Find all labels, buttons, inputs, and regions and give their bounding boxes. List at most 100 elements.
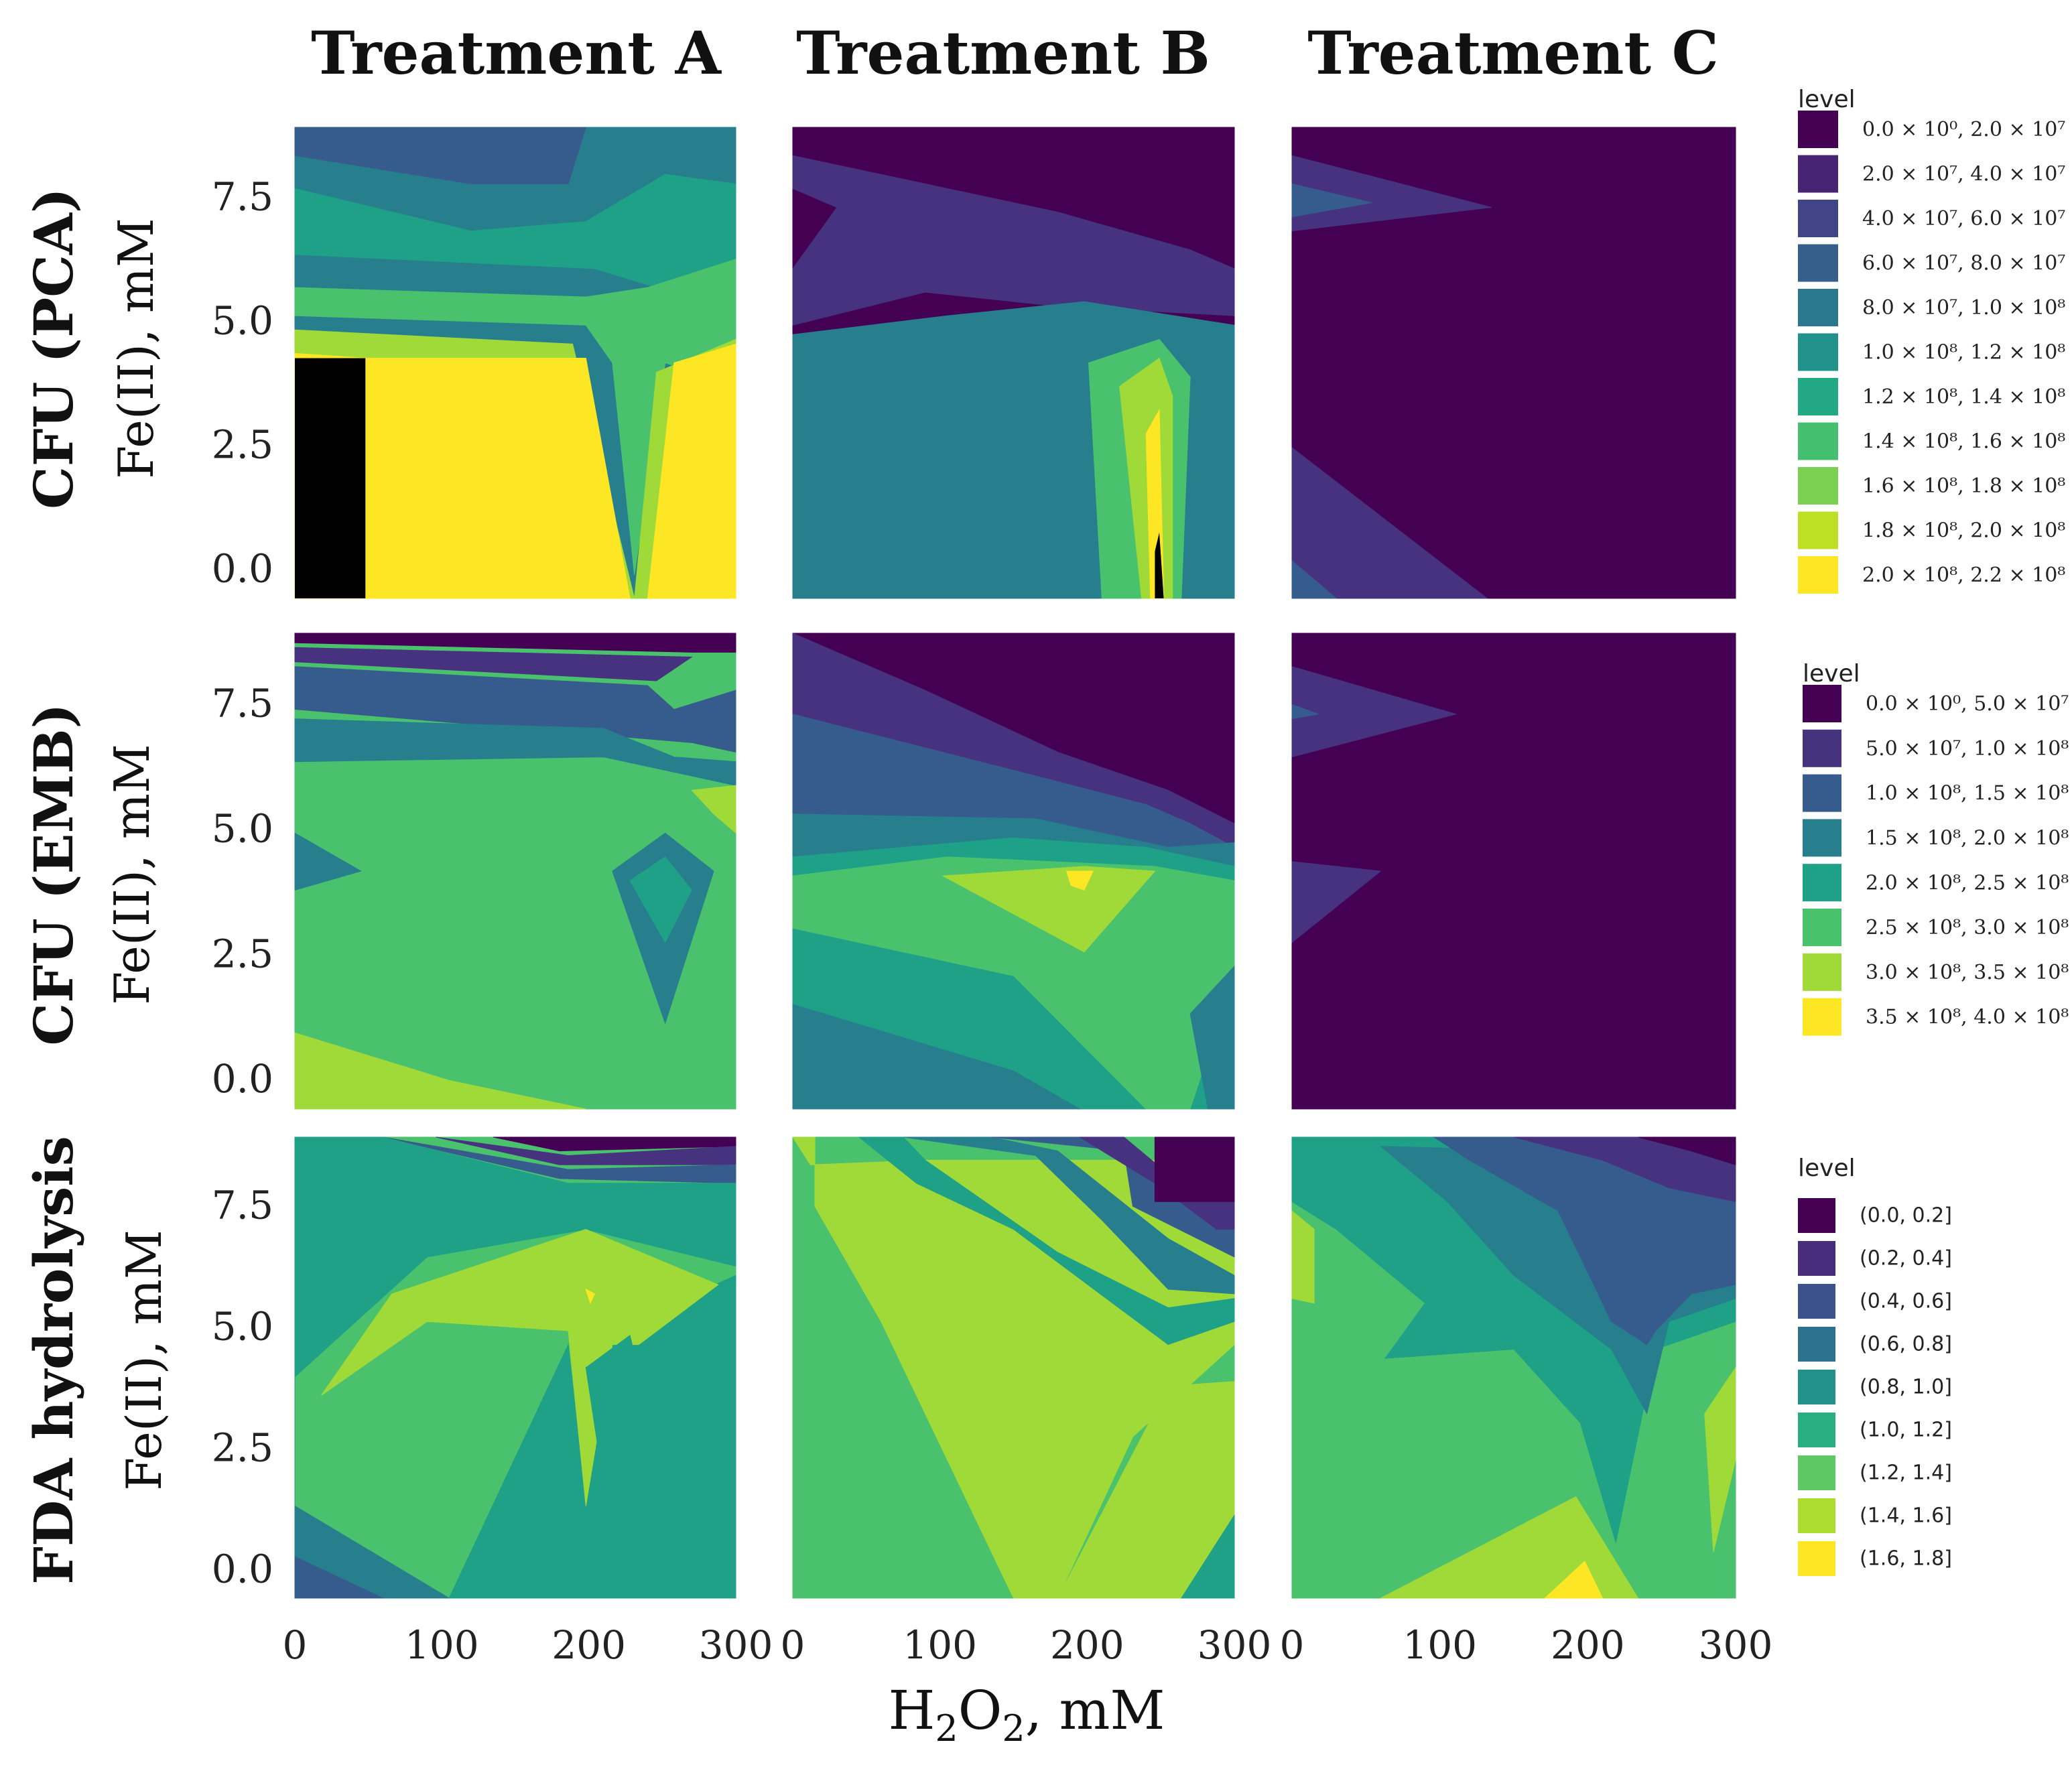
row-title-emb: CFU (EMB) bbox=[22, 704, 85, 1046]
x-axis-label: H2O2, mM bbox=[889, 1679, 1165, 1750]
legend-label: 2.5 × 10⁸, 3.0 × 10⁸ bbox=[1866, 916, 2069, 939]
y-tick-label: 5.0 bbox=[212, 1303, 273, 1349]
x-tick-label: 0 bbox=[781, 1622, 805, 1668]
contour-band bbox=[1291, 446, 1488, 599]
contour-panel-r2-c2 bbox=[792, 633, 1235, 1110]
contour-panel-r2-c1 bbox=[294, 633, 736, 1110]
legend-1: level 0.0 × 10⁰, 2.0 × 10⁷ 2.0 × 10⁷, 4.0 … bbox=[1798, 86, 2065, 594]
legend-swatch bbox=[1798, 1327, 1835, 1362]
y-tick-label: 0.0 bbox=[212, 1547, 273, 1592]
y-tick-label: 7.5 bbox=[212, 174, 273, 220]
contour-panel-r1-c3 bbox=[1291, 127, 1736, 599]
x-tick-label: 300 bbox=[699, 1622, 773, 1668]
y-tick-label: 2.5 bbox=[212, 1425, 273, 1470]
x-tick-label: 300 bbox=[1197, 1622, 1272, 1668]
xlabel-sub1: 2 bbox=[935, 1707, 958, 1750]
contour-band bbox=[294, 647, 693, 681]
column-titles: Treatment A Treatment B Treatment C bbox=[311, 18, 1719, 88]
contour-band bbox=[1155, 532, 1164, 598]
contour-band bbox=[792, 1004, 1082, 1110]
contour-band bbox=[1154, 1136, 1235, 1202]
contour-band bbox=[294, 718, 736, 786]
row-titles: CFU (PCA) CFU (EMB) FDA hydrolysis Fe(II… bbox=[22, 188, 172, 1585]
y-tick-label: 0.0 bbox=[212, 546, 273, 592]
row-title-fda: FDA hydrolysis bbox=[22, 1136, 85, 1585]
legend-label: 6.0 × 10⁷, 8.0 × 10⁷ bbox=[1862, 252, 2065, 275]
legend-label: (1.0, 1.2] bbox=[1860, 1418, 1952, 1441]
xlabel-sub2: 2 bbox=[1002, 1707, 1025, 1750]
y-tick-label: 7.5 bbox=[212, 681, 273, 726]
legend-swatch bbox=[1803, 729, 1841, 767]
legend-3: level(0.0, 0.2] (0.2, 0.4] (0.4, 0.6] (0.6,… bbox=[1798, 1155, 1952, 1576]
legend-label: 0.0 × 10⁰, 5.0 × 10⁷ bbox=[1866, 692, 2069, 716]
legend-swatch bbox=[1803, 685, 1841, 722]
legend-swatch bbox=[1798, 467, 1838, 505]
x-tick-label: 300 bbox=[1699, 1622, 1773, 1668]
legend-label: (1.4, 1.6] bbox=[1860, 1504, 1952, 1527]
contour-band bbox=[383, 1136, 736, 1184]
ylabel-row3: Fe(II), mM bbox=[116, 1230, 172, 1490]
legend-label: 0.0 × 10⁰, 2.0 × 10⁷ bbox=[1862, 118, 2065, 141]
contour-band bbox=[1704, 1366, 1736, 1553]
col-title-a: Treatment A bbox=[311, 18, 722, 88]
legend-swatch bbox=[1798, 1284, 1835, 1319]
y-tick-label: 5.0 bbox=[212, 805, 273, 851]
contour-band bbox=[629, 856, 692, 943]
legend-label: 1.2 × 10⁸, 1.4 × 10⁸ bbox=[1862, 385, 2065, 409]
legend-swatch bbox=[1798, 289, 1838, 326]
col-title-c: Treatment C bbox=[1307, 18, 1719, 88]
legend-swatch bbox=[1798, 1241, 1835, 1276]
legend-label: (1.2, 1.4] bbox=[1860, 1461, 1952, 1484]
contour-band bbox=[1291, 127, 1736, 599]
legend-label: 1.5 × 10⁸, 2.0 × 10⁸ bbox=[1866, 826, 2069, 850]
legend-title: level bbox=[1798, 1155, 1856, 1182]
legend-label: 5.0 × 10⁷, 1.0 × 10⁸ bbox=[1866, 737, 2069, 761]
y-tick-label: 0.0 bbox=[212, 1056, 273, 1102]
legend-swatch bbox=[1798, 111, 1838, 148]
x-tick-label: 0 bbox=[1280, 1622, 1305, 1668]
legend-title: level bbox=[1803, 660, 1860, 688]
x-tick-label: 100 bbox=[903, 1622, 977, 1668]
contour-band bbox=[294, 1556, 383, 1599]
contour-panel-r1-c1 bbox=[294, 127, 736, 599]
legend-label: 2.0 × 10⁸, 2.2 × 10⁸ bbox=[1862, 564, 2065, 587]
legend-swatch bbox=[1798, 511, 1838, 549]
legend-swatch bbox=[1798, 1541, 1835, 1576]
legend-swatch bbox=[1798, 244, 1838, 282]
xlabel-h: H bbox=[889, 1679, 935, 1742]
legend-swatch bbox=[1798, 1498, 1835, 1533]
contour-band bbox=[294, 259, 736, 575]
y-tick-label: 2.5 bbox=[212, 931, 273, 976]
legend-label: 3.0 × 10⁸, 3.5 × 10⁸ bbox=[1866, 961, 2069, 984]
legend-label: (0.8, 1.0] bbox=[1860, 1375, 1952, 1398]
contour-panel-r1-c2 bbox=[792, 127, 1235, 599]
legend-swatch bbox=[1798, 556, 1838, 594]
contour-band bbox=[1065, 870, 1094, 891]
contour-band bbox=[294, 666, 736, 753]
contour-band bbox=[1180, 1514, 1235, 1599]
x-tick-label: 200 bbox=[1551, 1622, 1625, 1668]
legend-swatch bbox=[1803, 864, 1841, 902]
contour-band bbox=[585, 1334, 639, 1543]
contour-band bbox=[942, 866, 1156, 953]
legend-label: 1.0 × 10⁸, 1.5 × 10⁸ bbox=[1866, 782, 2069, 805]
legend-label: 8.0 × 10⁷, 1.0 × 10⁸ bbox=[1862, 296, 2065, 320]
row-title-pca: CFU (PCA) bbox=[22, 188, 85, 509]
contour-band bbox=[858, 1136, 1235, 1346]
axes: 0 100 200 300 0 100 200 300 0 100 200 3000.02.55.07… bbox=[212, 174, 1773, 1668]
contour-band bbox=[1291, 704, 1320, 720]
contour-band bbox=[792, 155, 1235, 326]
contour-band bbox=[903, 1136, 1235, 1295]
contour-band bbox=[1291, 183, 1372, 218]
legend-label: 1.6 × 10⁸, 1.8 × 10⁸ bbox=[1862, 474, 2065, 498]
legend-label: (0.0, 0.2] bbox=[1860, 1203, 1952, 1227]
contour-band bbox=[1291, 633, 1736, 1110]
contour-panel-r3-c1 bbox=[294, 1136, 736, 1599]
contour-band bbox=[294, 174, 736, 288]
legend-title: level bbox=[1798, 86, 1856, 113]
legend-swatch bbox=[1798, 1370, 1835, 1404]
legend-swatch bbox=[1803, 953, 1841, 991]
contour-band bbox=[1189, 965, 1235, 1110]
legend-label: (0.6, 0.8] bbox=[1860, 1332, 1952, 1356]
